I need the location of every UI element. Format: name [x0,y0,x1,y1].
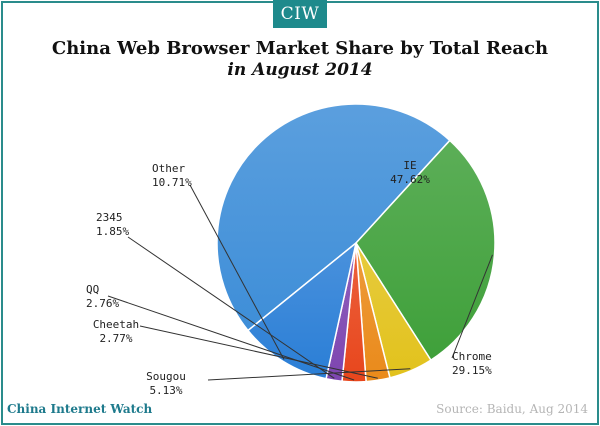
slice-label-other: Other [152,162,185,175]
slice-label-2345: 2345 [96,211,123,224]
slice-value-other: 10.71% [152,176,192,189]
ciw-logo: CIW [273,0,327,28]
slice-value-ie: 47.62% [390,173,430,186]
slice-label-sougou: Sougou [146,370,186,383]
leader-line-cheetah [139,325,378,379]
slice-value-chrome: 29.15% [452,364,492,377]
pie-slice-ie [216,103,451,332]
chart-subtitle: in August 2014 [227,60,373,80]
slice-value-qq: 2.76% [86,297,119,310]
source-note: Source: Baidu, Aug 2014 [436,402,588,416]
pie-slice-chrome [355,139,496,362]
footer-brand: China Internet Watch [7,402,153,416]
leader-line-qq [107,295,355,381]
slice-label-chrome: Chrome [452,350,492,363]
chart-title: China Web Browser Market Share by Total … [51,38,549,59]
slice-label-ie: IE [403,159,416,172]
slice-value-2345: 1.85% [96,225,129,238]
slice-label-qq: QQ [86,283,99,296]
slice-label-cheetah: Cheetah [93,318,139,331]
leader-line-chrome [451,254,493,359]
slice-value-sougou: 5.13% [149,384,182,397]
leader-line-2345 [127,236,335,379]
leader-line-sougou [207,368,411,381]
pie-slice-other [246,241,358,380]
leader-line-other [189,184,285,360]
slice-value-cheetah: 2.77% [99,332,132,345]
